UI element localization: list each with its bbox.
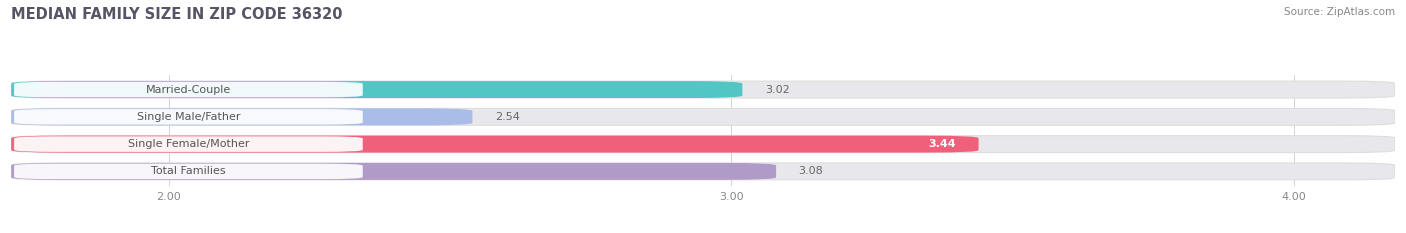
FancyBboxPatch shape xyxy=(11,136,1395,153)
FancyBboxPatch shape xyxy=(11,108,472,125)
Text: Married-Couple: Married-Couple xyxy=(146,85,231,95)
FancyBboxPatch shape xyxy=(14,82,363,97)
Text: 2.54: 2.54 xyxy=(495,112,520,122)
Text: 3.44: 3.44 xyxy=(928,139,956,149)
FancyBboxPatch shape xyxy=(11,81,742,98)
Text: MEDIAN FAMILY SIZE IN ZIP CODE 36320: MEDIAN FAMILY SIZE IN ZIP CODE 36320 xyxy=(11,7,343,22)
Text: 3.08: 3.08 xyxy=(799,166,824,176)
FancyBboxPatch shape xyxy=(11,163,1395,180)
Text: Source: ZipAtlas.com: Source: ZipAtlas.com xyxy=(1284,7,1395,17)
Text: Total Families: Total Families xyxy=(150,166,226,176)
FancyBboxPatch shape xyxy=(11,81,1395,98)
FancyBboxPatch shape xyxy=(14,109,363,125)
FancyBboxPatch shape xyxy=(14,164,363,179)
FancyBboxPatch shape xyxy=(14,136,363,152)
Text: 3.02: 3.02 xyxy=(765,85,790,95)
Text: Single Female/Mother: Single Female/Mother xyxy=(128,139,249,149)
Text: Single Male/Father: Single Male/Father xyxy=(136,112,240,122)
FancyBboxPatch shape xyxy=(11,163,776,180)
FancyBboxPatch shape xyxy=(11,136,979,153)
FancyBboxPatch shape xyxy=(11,108,1395,125)
